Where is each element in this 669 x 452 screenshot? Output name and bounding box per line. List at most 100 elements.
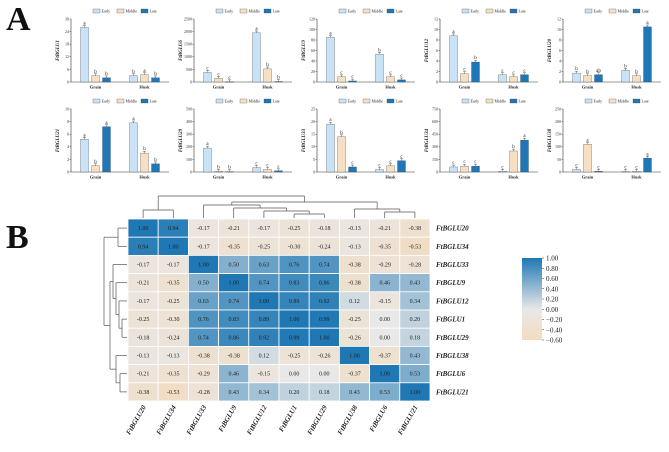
significance-label: b — [624, 65, 627, 70]
bar-chart-FtBGLU1: FtBGLU1 0 6 12 18 24 30 Early Middle Late Grain a b b… — [56, 9, 169, 90]
bar-middle-husk — [509, 150, 518, 173]
column-label: FtBGLU1 — [277, 404, 299, 433]
y-tick-label: 40 — [311, 58, 315, 63]
y-tick-label: 18 — [65, 42, 69, 47]
y-tick-label: 8 — [67, 119, 69, 124]
y-tick-label: 6 — [67, 132, 69, 137]
colorbar-tick-label: 0.40 — [546, 285, 559, 293]
legend-label-early: Early — [225, 9, 234, 14]
significance-label: c — [206, 67, 209, 72]
legend-swatch-late — [386, 98, 395, 104]
y-tick-label: 300 — [186, 132, 192, 137]
legend-swatch-early — [584, 8, 593, 14]
heatmap-value: -0.26 — [348, 335, 361, 341]
legend-swatch-middle — [239, 8, 248, 14]
significance-label: c — [217, 72, 220, 77]
bar-chart-FtBGLU9: FtBGLU9 0 20 40 60 80 100 120 Early Middle Late Gra… — [302, 9, 415, 90]
significance-label: b — [228, 166, 231, 171]
heatmap-value: -0.17 — [137, 263, 150, 269]
y-tick-label: 1500 — [184, 42, 192, 47]
row-label: FtBGLU33 — [436, 261, 469, 269]
heatmap-value: 0.50 — [228, 263, 239, 269]
heatmap-value: 0.34 — [259, 390, 270, 396]
category-label: Grain — [336, 85, 348, 90]
y-tick-label: 5 — [313, 157, 315, 162]
bar-late-grain — [471, 61, 480, 83]
y-tick-label: 120 — [309, 16, 315, 21]
legend-swatch-early — [92, 98, 101, 104]
significance-label: c — [463, 160, 466, 165]
bar-chart-FtBGLU20: FtBGLU20 0 2 4 6 8 10 12 Early Middle Late Grain b b a… — [548, 9, 661, 90]
colorbar-tick-label: −0.40 — [546, 326, 563, 334]
significance-label: c — [463, 68, 466, 73]
bar-late-grain — [102, 126, 111, 173]
legend-swatch-early — [215, 98, 224, 104]
heatmap-value: -0.25 — [288, 226, 301, 232]
legend-label-early: Early — [348, 99, 357, 104]
heatmap-value: -0.26 — [318, 354, 331, 360]
significance-label: c — [501, 165, 504, 170]
category-label: Grain — [459, 175, 471, 180]
significance-label: c — [624, 166, 627, 171]
legend-swatch-late — [509, 98, 518, 104]
bar-early-grain — [449, 35, 458, 83]
legend-swatch-middle — [485, 98, 494, 104]
legend-label-early: Early — [471, 99, 480, 104]
bar-early-husk — [129, 122, 138, 173]
heatmap-value: -0.35 — [378, 244, 391, 250]
bar-late-grain — [348, 166, 357, 173]
chart-title: FtBGLU12 — [425, 38, 430, 62]
y-tick-label: 30 — [65, 16, 69, 21]
y-tick-label: 150 — [432, 157, 438, 162]
heatmap-value: -0.18 — [318, 226, 331, 232]
y-tick-label: 8 — [436, 37, 438, 42]
heatmap-value: 0.92 — [259, 335, 270, 341]
heatmap-value: 0.76 — [198, 317, 209, 323]
y-tick-label: 0 — [436, 79, 438, 84]
significance-label: a — [83, 22, 86, 27]
significance-label: a — [105, 121, 108, 126]
y-tick-label: 500 — [186, 67, 192, 72]
y-tick-label: 6 — [67, 67, 69, 72]
significance-label: c — [474, 160, 477, 165]
legend-label-middle: Middle — [495, 9, 507, 14]
heatmap-value: 1.00 — [319, 335, 330, 341]
bar-middle-grain — [583, 75, 592, 83]
heatmap-value: 1.00 — [289, 317, 300, 323]
heatmap-value: -0.25 — [167, 299, 180, 305]
heatmap-value: -0.13 — [348, 226, 361, 232]
heatmap-value: 0.00 — [319, 372, 330, 378]
colorbar-tick-label: −0.60 — [546, 337, 563, 345]
heatmap-value: -0.21 — [137, 281, 150, 287]
y-tick-label: 12 — [434, 16, 438, 21]
significance-label: c — [340, 71, 343, 76]
heatmap-value: -0.15 — [378, 299, 391, 305]
legend-swatch-early — [338, 8, 347, 14]
column-label: FtBGLU9 — [217, 404, 239, 434]
y-tick-label: 150 — [555, 132, 561, 137]
significance-label: b — [277, 76, 280, 81]
row-label: FtBGLU9 — [436, 279, 466, 287]
bar-middle-husk — [632, 75, 641, 83]
y-tick-label: 10 — [65, 106, 69, 111]
heatmap-value: 0.89 — [259, 317, 270, 323]
bar-late-husk — [274, 170, 283, 173]
legend-label-middle: Middle — [372, 9, 384, 14]
row-label: FtBGLU21 — [436, 388, 469, 396]
legend-swatch-middle — [362, 98, 371, 104]
significance-label: a — [83, 133, 86, 138]
legend-label-late: Late — [519, 9, 526, 14]
heatmap-value: -0.17 — [197, 244, 210, 250]
legend-label-late: Late — [396, 9, 403, 14]
bar-chart-FtBGLU6: FtBGLU6 0 500 1000 1500 2000 2500 Early Middle La… — [179, 9, 292, 90]
legend-label-late: Late — [273, 9, 280, 14]
significance-label: c — [277, 165, 280, 170]
category-label: Grain — [582, 175, 594, 180]
heatmap-value: -0.28 — [197, 390, 210, 396]
bar-middle-husk — [140, 152, 149, 173]
significance-label: c — [597, 165, 600, 170]
significance-label: b — [512, 145, 515, 150]
heatmap-value: 0.99 — [289, 335, 300, 341]
legend-swatch-late — [386, 8, 395, 14]
y-tick-label: 100 — [309, 27, 315, 32]
